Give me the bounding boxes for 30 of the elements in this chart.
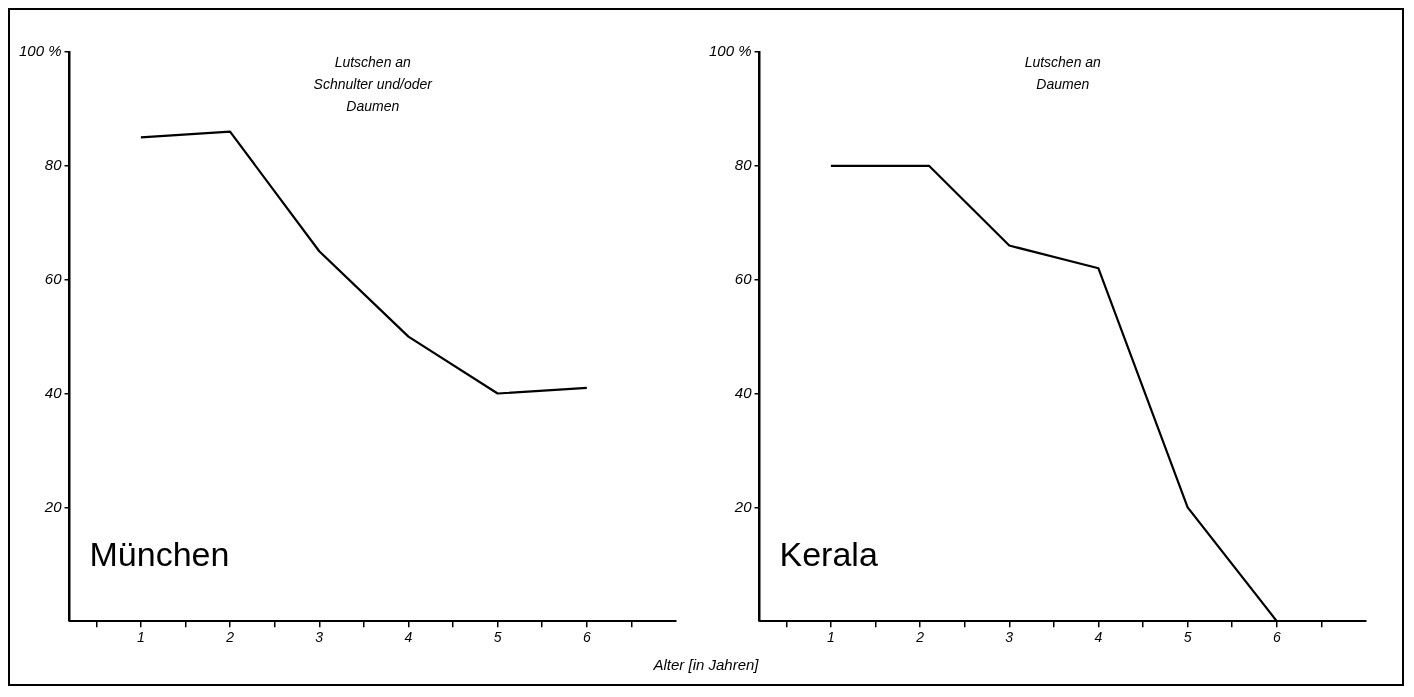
x-tick-label: 2 <box>225 629 235 646</box>
y-tick-label: 80 <box>734 156 753 174</box>
y-tick-label: 60 <box>44 269 63 287</box>
x-tick-label: 3 <box>1005 629 1014 646</box>
annotation: Lutschen an <box>1024 53 1102 70</box>
y-tick-label: 80 <box>44 156 63 174</box>
y-tick-label: 100 % <box>18 42 62 60</box>
x-tick-label: 6 <box>582 629 591 646</box>
text: München <box>89 535 230 574</box>
y-tick-label: 60 <box>734 269 753 287</box>
y-tick-label: 100 % <box>708 42 752 60</box>
annotation: Lutschen an <box>334 53 412 70</box>
annotation: Daumen <box>346 97 400 114</box>
x-tick-label: 2 <box>915 629 925 646</box>
x-tick-label: 4 <box>1094 629 1103 646</box>
x-tick-label: 5 <box>1183 629 1192 646</box>
text: Kerala <box>779 535 878 574</box>
annotation: Schnulter und/oder <box>313 75 434 92</box>
x-tick-label: 5 <box>493 629 502 646</box>
y-tick-label: 40 <box>44 383 63 401</box>
annotation: Daumen <box>1036 75 1090 92</box>
y-tick-label: 20 <box>43 497 63 515</box>
x-tick-label: 6 <box>1272 629 1281 646</box>
y-tick-label: 20 <box>733 497 753 515</box>
x-tick-label: 1 <box>826 629 835 646</box>
x-tick-label: 3 <box>315 629 324 646</box>
x-tick-label: 1 <box>136 629 145 646</box>
y-tick-label: 40 <box>734 383 753 401</box>
x-tick-label: 4 <box>404 629 413 646</box>
x-axis-title: Alter [in Jahren] <box>652 656 760 673</box>
